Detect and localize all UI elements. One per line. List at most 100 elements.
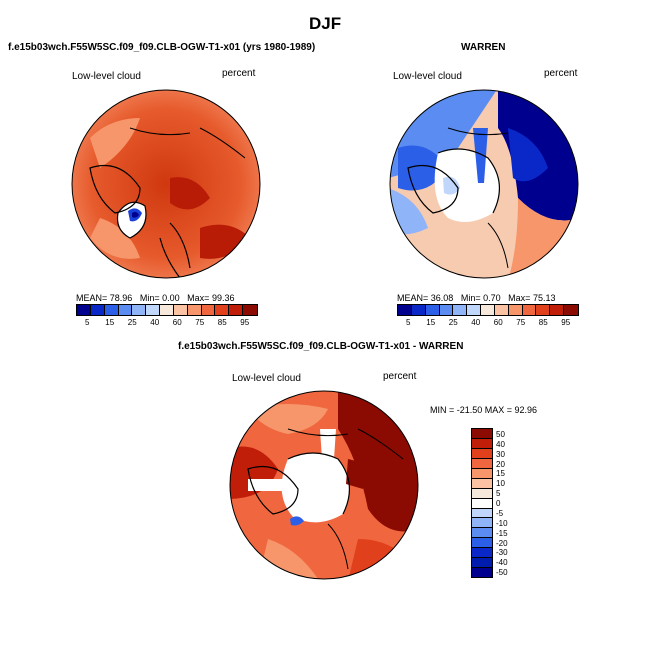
colorbar-swatch bbox=[472, 508, 492, 519]
colorbar-swatch bbox=[146, 305, 161, 315]
colorbar-tick-label: 5 bbox=[496, 489, 501, 499]
panel1-subtitle: f.e15b03wch.F55W5SC.f09_f09.CLB-OGW-T1-x… bbox=[8, 42, 316, 53]
panel1-mean-value: 78.96 bbox=[109, 293, 133, 303]
panel2-mean-value: 36.08 bbox=[430, 293, 454, 303]
colorbar-swatch bbox=[472, 518, 492, 529]
colorbar-tick-label: 15 bbox=[496, 469, 505, 479]
colorbar-tick-label: 0 bbox=[496, 499, 501, 509]
colorbar-tick-label: 85 bbox=[217, 318, 227, 327]
panel2-subtitle: WARREN bbox=[461, 42, 506, 53]
colorbar-tick-label: 5 bbox=[406, 318, 411, 327]
colorbar-tick-label: 25 bbox=[127, 318, 137, 327]
colorbar-swatch bbox=[90, 305, 105, 315]
colorbar-tick-label: 30 bbox=[496, 449, 505, 459]
figure-title: DJF bbox=[309, 14, 342, 33]
colorbar-swatch bbox=[494, 305, 509, 315]
colorbar-swatch bbox=[215, 305, 230, 315]
panel3-colorbar-ticks: 50 40 30 20 15 10 5 0 -5 -10 -15 -20 -30 -40 -50 bbox=[496, 428, 526, 577]
colorbar-swatch bbox=[472, 558, 492, 569]
panel3-colorbar bbox=[471, 428, 493, 578]
colorbar-swatch bbox=[472, 498, 492, 509]
colorbar-swatch bbox=[508, 305, 523, 315]
panel2-mean-label: MEAN= bbox=[397, 293, 429, 303]
panel1-colorbar bbox=[76, 304, 258, 316]
colorbar-swatch bbox=[187, 305, 202, 315]
colorbar-swatch bbox=[467, 305, 482, 315]
colorbar-tick-label: -30 bbox=[496, 548, 508, 558]
colorbar-tick-label: 75 bbox=[516, 318, 526, 327]
panel1-stats: MEAN= 78.96 Min= 0.00 Max= 99.36 bbox=[76, 293, 234, 303]
panel2-min-label: Min= bbox=[460, 293, 481, 303]
colorbar-swatch bbox=[411, 305, 426, 315]
colorbar-swatch bbox=[173, 305, 188, 315]
colorbar-swatch bbox=[472, 458, 492, 469]
colorbar-swatch bbox=[472, 568, 492, 578]
colorbar-tick-label: -5 bbox=[496, 508, 504, 518]
colorbar-swatch bbox=[522, 305, 537, 315]
colorbar-tick-label: 15 bbox=[105, 318, 115, 327]
panel1-mean-label: MEAN= bbox=[76, 293, 108, 303]
panel3-field-label: Low-level cloud bbox=[232, 373, 301, 384]
panel1-min-value: 0.00 bbox=[162, 293, 180, 303]
colorbar-swatch bbox=[481, 305, 495, 315]
panel1-units-label: percent bbox=[222, 68, 256, 79]
colorbar-tick-label: 95 bbox=[240, 318, 250, 327]
colorbar-swatch bbox=[472, 488, 492, 499]
colorbar-swatch bbox=[472, 538, 492, 549]
colorbar-swatch bbox=[472, 528, 492, 539]
panel2-max-label: Max= bbox=[508, 293, 531, 303]
colorbar-swatch bbox=[104, 305, 119, 315]
colorbar-swatch bbox=[160, 305, 174, 315]
colorbar-swatch bbox=[77, 305, 91, 315]
panel2-min-value: 0.70 bbox=[483, 293, 501, 303]
colorbar-swatch bbox=[564, 305, 578, 315]
colorbar-tick-label: 40 bbox=[496, 439, 505, 449]
panel2-field-label: Low-level cloud bbox=[393, 71, 462, 82]
panel3-polar-map bbox=[229, 390, 419, 580]
panel1-colorbar-ticks: 5 15 25 40 60 75 85 95 bbox=[76, 318, 256, 328]
colorbar-tick-label: -10 bbox=[496, 518, 508, 528]
colorbar-swatch bbox=[439, 305, 454, 315]
colorbar-tick-label: 20 bbox=[496, 459, 505, 469]
colorbar-tick-label: 40 bbox=[150, 318, 160, 327]
colorbar-swatch bbox=[472, 468, 492, 479]
panel1-polar-map bbox=[71, 89, 261, 279]
colorbar-swatch bbox=[201, 305, 216, 315]
colorbar-tick-label: 95 bbox=[561, 318, 571, 327]
panel3-subtitle: f.e15b03wch.F55W5SC.f09_f09.CLB-OGW-T1-x… bbox=[178, 341, 464, 352]
panel2-stats: MEAN= 36.08 Min= 0.70 Max= 75.13 bbox=[397, 293, 555, 303]
colorbar-tick-label: 85 bbox=[538, 318, 548, 327]
colorbar-swatch bbox=[472, 548, 492, 559]
colorbar-tick-label: 60 bbox=[172, 318, 182, 327]
colorbar-swatch bbox=[472, 448, 492, 459]
colorbar-tick-label: 50 bbox=[496, 430, 505, 439]
colorbar-swatch bbox=[472, 438, 492, 449]
colorbar-swatch bbox=[536, 305, 551, 315]
colorbar-swatch bbox=[425, 305, 440, 315]
panel1-min-label: Min= bbox=[139, 293, 160, 303]
colorbar-swatch bbox=[118, 305, 133, 315]
panel1-max-label: Max= bbox=[187, 293, 210, 303]
colorbar-tick-label: 40 bbox=[471, 318, 481, 327]
colorbar-swatch bbox=[398, 305, 412, 315]
colorbar-tick-label: 25 bbox=[448, 318, 458, 327]
colorbar-swatch bbox=[472, 478, 492, 489]
panel2-max-value: 75.13 bbox=[532, 293, 556, 303]
colorbar-swatch bbox=[472, 429, 492, 439]
colorbar-tick-label: -40 bbox=[496, 558, 508, 568]
colorbar-tick-label: -20 bbox=[496, 538, 508, 548]
panel2-colorbar bbox=[397, 304, 579, 316]
colorbar-tick-label: 75 bbox=[195, 318, 205, 327]
colorbar-tick-label: 15 bbox=[426, 318, 436, 327]
colorbar-swatch bbox=[550, 305, 565, 315]
panel2-units-label: percent bbox=[544, 68, 578, 79]
colorbar-swatch bbox=[243, 305, 257, 315]
colorbar-tick-label: 60 bbox=[493, 318, 503, 327]
colorbar-swatch bbox=[132, 305, 147, 315]
colorbar-swatch bbox=[229, 305, 244, 315]
panel1-max-value: 99.36 bbox=[211, 293, 235, 303]
panel3-units-label: percent bbox=[383, 371, 417, 382]
colorbar-tick-label: -15 bbox=[496, 528, 508, 538]
colorbar-swatch bbox=[453, 305, 468, 315]
panel2-colorbar-ticks: 5 15 25 40 60 75 85 95 bbox=[397, 318, 577, 328]
